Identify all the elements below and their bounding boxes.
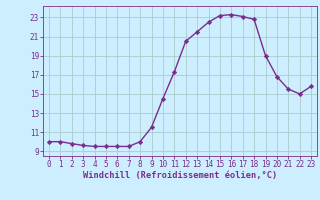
X-axis label: Windchill (Refroidissement éolien,°C): Windchill (Refroidissement éolien,°C) <box>83 171 277 180</box>
